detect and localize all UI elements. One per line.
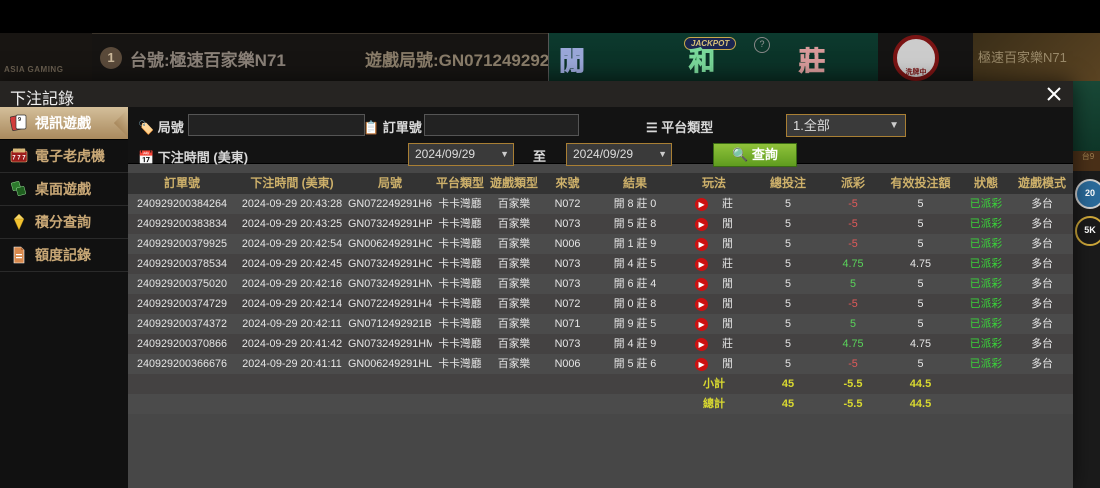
svg-text:7 7 7: 7 7 7 — [12, 156, 26, 162]
svg-text:9: 9 — [18, 117, 21, 123]
